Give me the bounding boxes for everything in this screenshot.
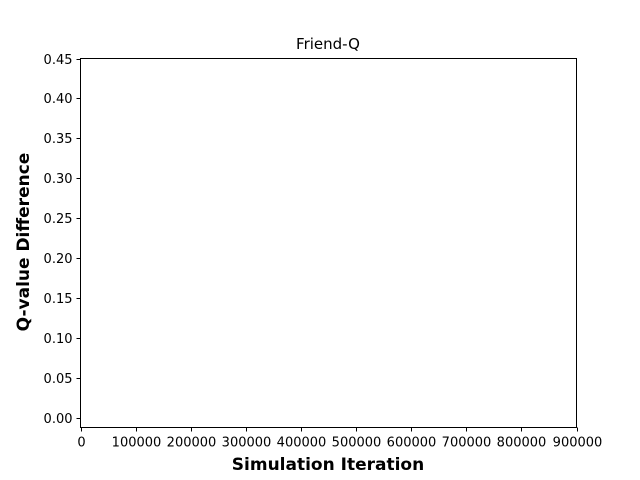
y-tick-label: 0.20: [44, 252, 73, 267]
y-tick-label: 0.40: [44, 92, 73, 107]
x-tick-label: 400000: [277, 436, 327, 451]
chart-title: Friend-Q: [296, 35, 360, 53]
x-tick-label: 900000: [553, 436, 603, 451]
x-axis-ticks: 0 100000 200000 300000 400000 500000 600000 700…: [77, 427, 603, 451]
x-tick-label: 600000: [387, 436, 437, 451]
x-tick-label: 0: [77, 436, 85, 451]
x-tick-label: 500000: [332, 436, 382, 451]
x-tick-label: 200000: [167, 436, 217, 451]
x-tick-label: 800000: [497, 436, 547, 451]
y-tick-label: 0.45: [44, 53, 73, 68]
y-tick-label: 0.25: [44, 212, 73, 227]
y-axis-label: Q-value Difference: [14, 153, 34, 332]
y-tick-label: 0.10: [44, 332, 73, 347]
x-axis-label: Simulation Iteration: [232, 455, 424, 475]
plot-area-frame: [80, 58, 577, 428]
y-axis-ticks: 0.00 0.05 0.10 0.15 0.20 0.25 0.30 0.35 0.40 0.45: [44, 53, 81, 427]
x-tick-label: 300000: [222, 436, 272, 451]
y-tick-label: 0.05: [44, 372, 73, 387]
y-tick-label: 0.15: [44, 292, 73, 307]
x-tick-label: 700000: [442, 436, 492, 451]
y-tick-label: 0.00: [44, 412, 73, 427]
y-tick-label: 0.30: [44, 172, 73, 187]
x-tick-label: 100000: [112, 436, 162, 451]
y-tick-label: 0.35: [44, 132, 73, 147]
